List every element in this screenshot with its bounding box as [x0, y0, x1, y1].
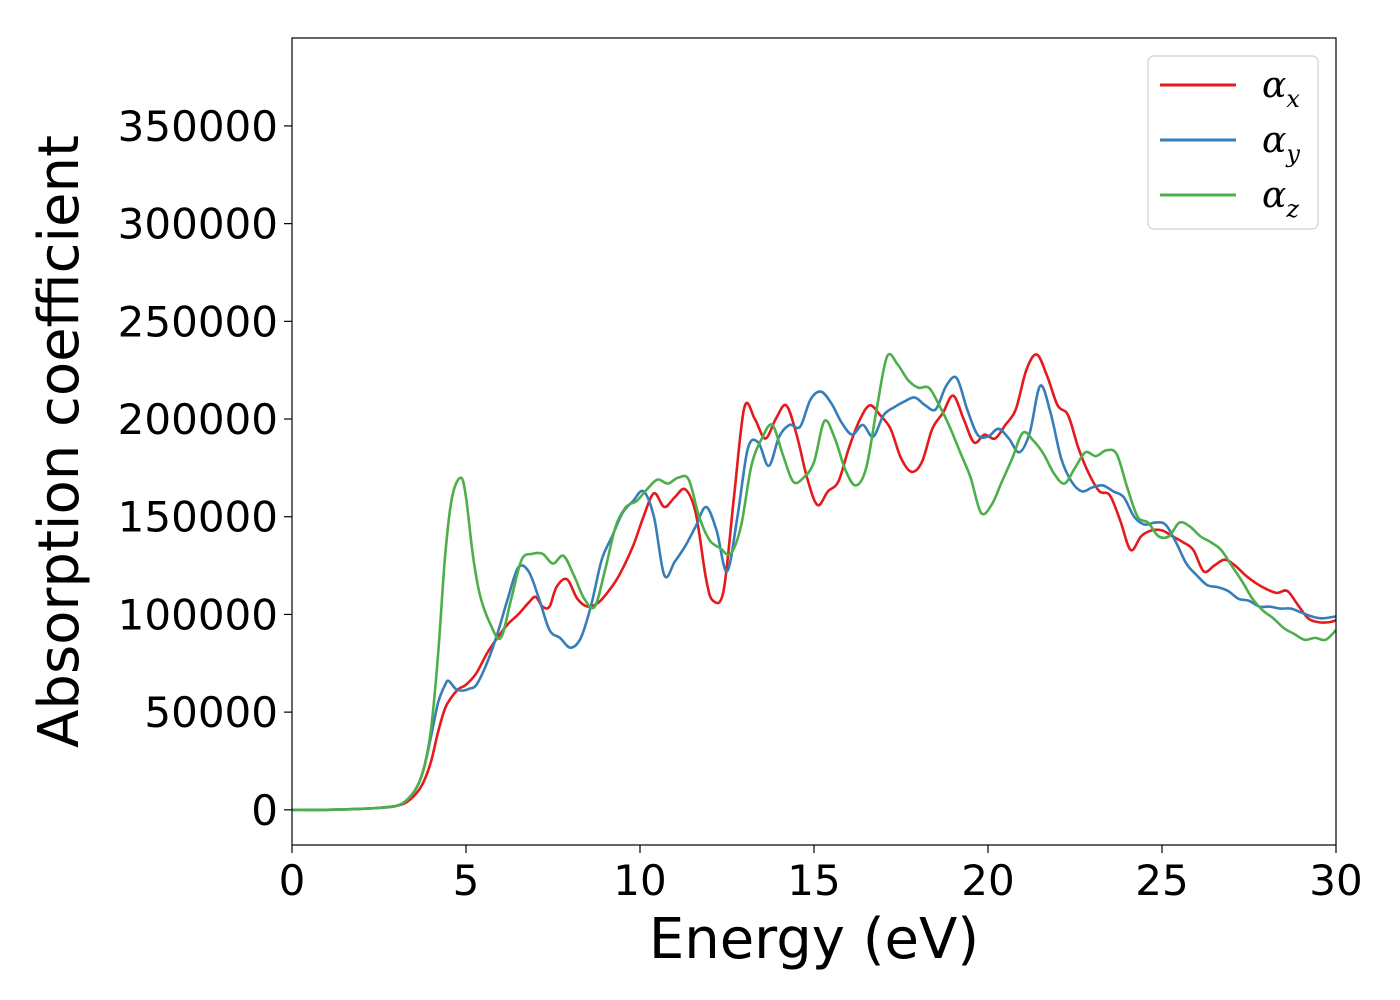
x-axis: 0 5 10 15 20 25 30 — [279, 845, 1363, 905]
y-tick-label: 100000 — [118, 590, 278, 639]
legend: αx αy αz — [1147, 55, 1319, 230]
legend-box — [1147, 55, 1319, 230]
x-tick-label: 20 — [961, 856, 1014, 905]
series-line-x — [292, 353, 1336, 812]
x-tick-label: 15 — [787, 856, 840, 905]
y-tick-label: 50000 — [144, 688, 278, 737]
series-line-y — [292, 375, 1336, 812]
y-tick-label: 300000 — [118, 200, 278, 249]
series-line-z — [292, 352, 1336, 812]
y-axis: 0 50000 100000 150000 200000 250000 300000 3500… — [118, 102, 292, 835]
y-tick-label: 150000 — [118, 493, 278, 542]
legend-entry-x: αx — [1262, 65, 1300, 113]
x-tick-label: 0 — [279, 856, 306, 905]
y-tick-label: 250000 — [118, 297, 278, 346]
y-axis-label: Absorption coefficient — [27, 135, 92, 748]
y-tick-label: 200000 — [118, 395, 278, 444]
x-tick-label: 30 — [1309, 856, 1362, 905]
y-tick-label: 350000 — [118, 102, 278, 151]
x-tick-label: 10 — [613, 856, 666, 905]
x-tick-label: 5 — [453, 856, 480, 905]
legend-entry-z: αz — [1262, 175, 1299, 223]
x-axis-label: Energy (eV) — [649, 907, 979, 972]
legend-entry-y: αy — [1262, 120, 1300, 168]
x-tick-label: 25 — [1135, 856, 1188, 905]
y-tick-label: 0 — [251, 786, 278, 835]
